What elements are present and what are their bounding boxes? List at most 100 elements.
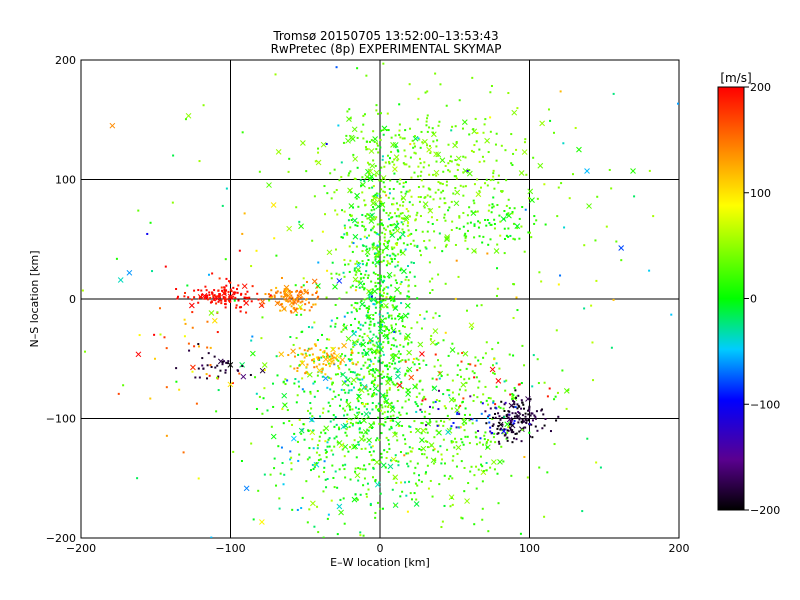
- data-point: [275, 286, 278, 289]
- data-point: [388, 428, 391, 431]
- data-point: [487, 415, 490, 418]
- data-point: [361, 378, 364, 381]
- data-point: [362, 364, 365, 367]
- data-point-cross: [497, 458, 503, 465]
- data-point: [435, 420, 438, 423]
- data-point: [438, 232, 441, 235]
- data-point: [583, 307, 586, 310]
- data-point: [419, 196, 422, 199]
- data-point: [296, 294, 299, 297]
- data-point: [466, 435, 469, 438]
- data-point: [341, 464, 344, 467]
- data-point: [333, 352, 336, 355]
- data-point: [378, 171, 381, 174]
- data-point: [294, 284, 297, 287]
- data-point: [366, 217, 369, 220]
- data-point: [282, 422, 285, 425]
- data-point: [599, 466, 602, 469]
- data-point: [433, 436, 436, 439]
- data-point: [244, 296, 247, 299]
- data-point: [303, 438, 306, 441]
- data-point: [381, 346, 384, 349]
- data-point: [300, 432, 303, 435]
- data-point: [445, 184, 448, 187]
- data-point: [513, 238, 516, 241]
- data-point: [442, 170, 445, 173]
- data-point: [83, 350, 86, 353]
- data-point: [358, 427, 361, 430]
- data-point-cross: [401, 268, 407, 275]
- data-point: [362, 137, 365, 140]
- data-point: [392, 414, 395, 417]
- data-point: [511, 397, 514, 400]
- data-point: [355, 260, 358, 263]
- data-point: [323, 466, 326, 469]
- data-point: [276, 374, 279, 377]
- data-point: [367, 314, 370, 317]
- data-point: [418, 362, 421, 365]
- data-point: [401, 197, 404, 200]
- data-point: [439, 445, 442, 448]
- data-point: [377, 255, 380, 258]
- data-point: [424, 472, 427, 475]
- data-point-cross: [422, 201, 429, 208]
- data-point: [380, 452, 383, 455]
- x-axis-label: E–W location [km]: [330, 556, 430, 569]
- data-point: [293, 367, 296, 370]
- data-point-cross: [453, 200, 460, 207]
- data-point: [290, 456, 293, 459]
- data-point: [390, 344, 393, 347]
- data-point: [137, 209, 140, 212]
- data-point: [326, 338, 329, 341]
- data-point: [388, 239, 391, 242]
- data-point: [394, 504, 397, 507]
- data-point: [430, 216, 433, 219]
- data-point: [620, 259, 623, 262]
- data-point: [370, 454, 373, 457]
- data-point-cross: [188, 302, 195, 309]
- data-point: [363, 298, 366, 301]
- data-point: [391, 381, 394, 384]
- data-point-cross: [454, 407, 461, 413]
- data-point: [493, 372, 496, 375]
- data-point: [350, 389, 353, 392]
- data-point: [435, 378, 438, 381]
- data-point: [377, 359, 380, 362]
- data-point: [336, 486, 339, 489]
- data-point: [289, 310, 292, 313]
- data-point: [326, 517, 329, 520]
- data-point: [482, 131, 485, 134]
- data-point: [458, 406, 461, 409]
- data-point: [446, 414, 449, 417]
- data-point: [270, 425, 273, 428]
- data-point: [431, 289, 434, 292]
- data-point: [349, 213, 352, 216]
- data-point: [449, 475, 452, 478]
- data-point: [565, 407, 568, 410]
- data-point: [513, 403, 516, 406]
- data-point: [318, 454, 321, 457]
- data-point: [224, 369, 227, 372]
- data-point: [435, 342, 438, 345]
- data-point: [536, 358, 539, 361]
- data-point: [428, 261, 431, 264]
- data-point: [345, 398, 348, 401]
- data-point: [375, 369, 378, 372]
- data-point: [424, 440, 427, 443]
- data-point: [379, 354, 382, 357]
- data-point: [515, 432, 518, 435]
- data-point: [386, 292, 389, 295]
- data-point: [434, 343, 437, 346]
- data-point: [378, 223, 381, 226]
- data-point: [363, 282, 366, 285]
- data-point: [527, 409, 530, 412]
- data-point: [457, 275, 460, 278]
- data-point: [373, 324, 376, 327]
- data-point-cross: [527, 188, 534, 195]
- data-point: [363, 113, 366, 116]
- colorbar-gradient: [717, 86, 745, 511]
- data-point: [380, 276, 383, 279]
- data-point: [377, 282, 380, 285]
- data-point: [337, 359, 340, 362]
- data-point: [362, 244, 365, 247]
